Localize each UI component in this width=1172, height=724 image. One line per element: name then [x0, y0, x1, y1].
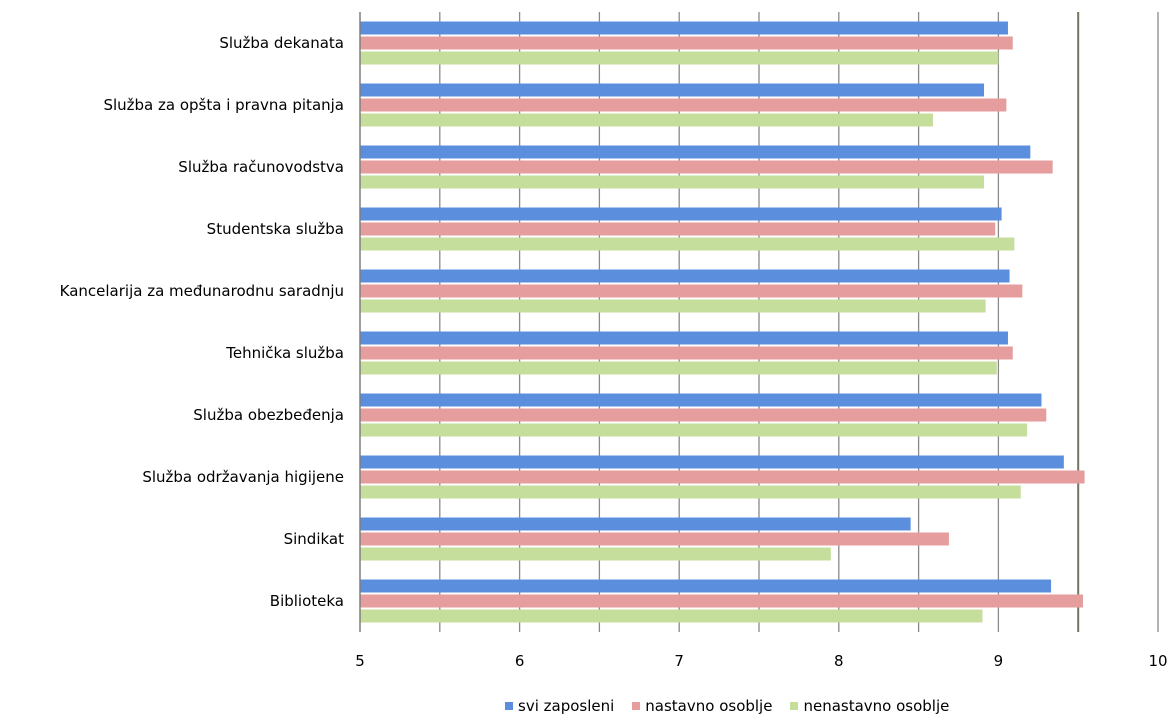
- legend-item-series-1: svi zaposleni: [505, 697, 614, 715]
- bar-1-2: [360, 83, 985, 97]
- x-tick-label-2: 6: [515, 652, 525, 670]
- category-label-10: Biblioteka: [270, 592, 344, 610]
- bar-1-5: [360, 269, 1010, 283]
- legend-label-series-1: svi zaposleni: [518, 697, 615, 715]
- bar-1-4: [360, 207, 1002, 221]
- bar-1-10: [360, 579, 1052, 593]
- legend-swatch-series-1: [505, 702, 513, 710]
- category-label-8: Služba održavanja higijene: [142, 468, 344, 486]
- category-label-9: Sindikat: [284, 530, 344, 548]
- legend-swatch-series-2: [632, 702, 641, 710]
- category-label-4: Studentska služba: [207, 220, 344, 238]
- bar-3-2: [360, 113, 933, 127]
- category-label-7: Služba obezbeđenja: [193, 406, 344, 424]
- bar-1-3: [360, 145, 1031, 159]
- bar-2-6: [360, 346, 1013, 360]
- bar-1-7: [360, 393, 1042, 407]
- legend-item-series-3: nenastavno osoblje: [790, 697, 949, 715]
- x-tick-label-6: 10: [1148, 652, 1167, 670]
- legend-label-series-3: nenastavno osoblje: [803, 697, 950, 715]
- bar-2-1: [360, 36, 1013, 50]
- category-label-2: Služba za opšta i pravna pitanja: [103, 96, 344, 114]
- x-tick-label-1: 5: [355, 652, 365, 670]
- legend-label-series-2: nastavno osoblje: [645, 697, 773, 715]
- category-label-6: Tehnička služba: [225, 344, 344, 362]
- bar-3-8: [360, 485, 1021, 499]
- x-tick-label-4: 8: [834, 652, 844, 670]
- bar-2-9: [360, 532, 949, 546]
- bar-3-7: [360, 423, 1028, 437]
- bar-2-8: [360, 470, 1085, 484]
- bar-2-5: [360, 284, 1023, 298]
- x-tick-label-5: 9: [994, 652, 1004, 670]
- bar-3-6: [360, 361, 997, 375]
- bar-1-1: [360, 21, 1008, 35]
- legend: svi zaposleni nastavno osoblje nenastavn…: [505, 697, 967, 715]
- category-label-3: Služba računovodstva: [178, 158, 344, 176]
- category-label-5: Kancelarija za međunarodnu saradnju: [60, 282, 344, 300]
- bar-3-4: [360, 237, 1015, 251]
- category-label-1: Služba dekanata: [219, 34, 344, 52]
- bar-2-2: [360, 98, 1007, 112]
- bar-1-8: [360, 455, 1064, 469]
- bar-2-3: [360, 160, 1053, 174]
- legend-swatch-series-3: [790, 702, 799, 710]
- bar-1-6: [360, 331, 1008, 345]
- bar-3-5: [360, 299, 986, 313]
- bar-2-10: [360, 594, 1083, 608]
- bar-3-9: [360, 547, 831, 561]
- bar-2-7: [360, 408, 1047, 422]
- x-tick-label-3: 7: [674, 652, 684, 670]
- bar-3-1: [360, 51, 999, 65]
- bar-2-4: [360, 222, 996, 236]
- bar-3-10: [360, 609, 983, 623]
- bar-1-9: [360, 517, 911, 531]
- legend-item-series-2: nastavno osoblje: [632, 697, 772, 715]
- bar-3-3: [360, 175, 985, 189]
